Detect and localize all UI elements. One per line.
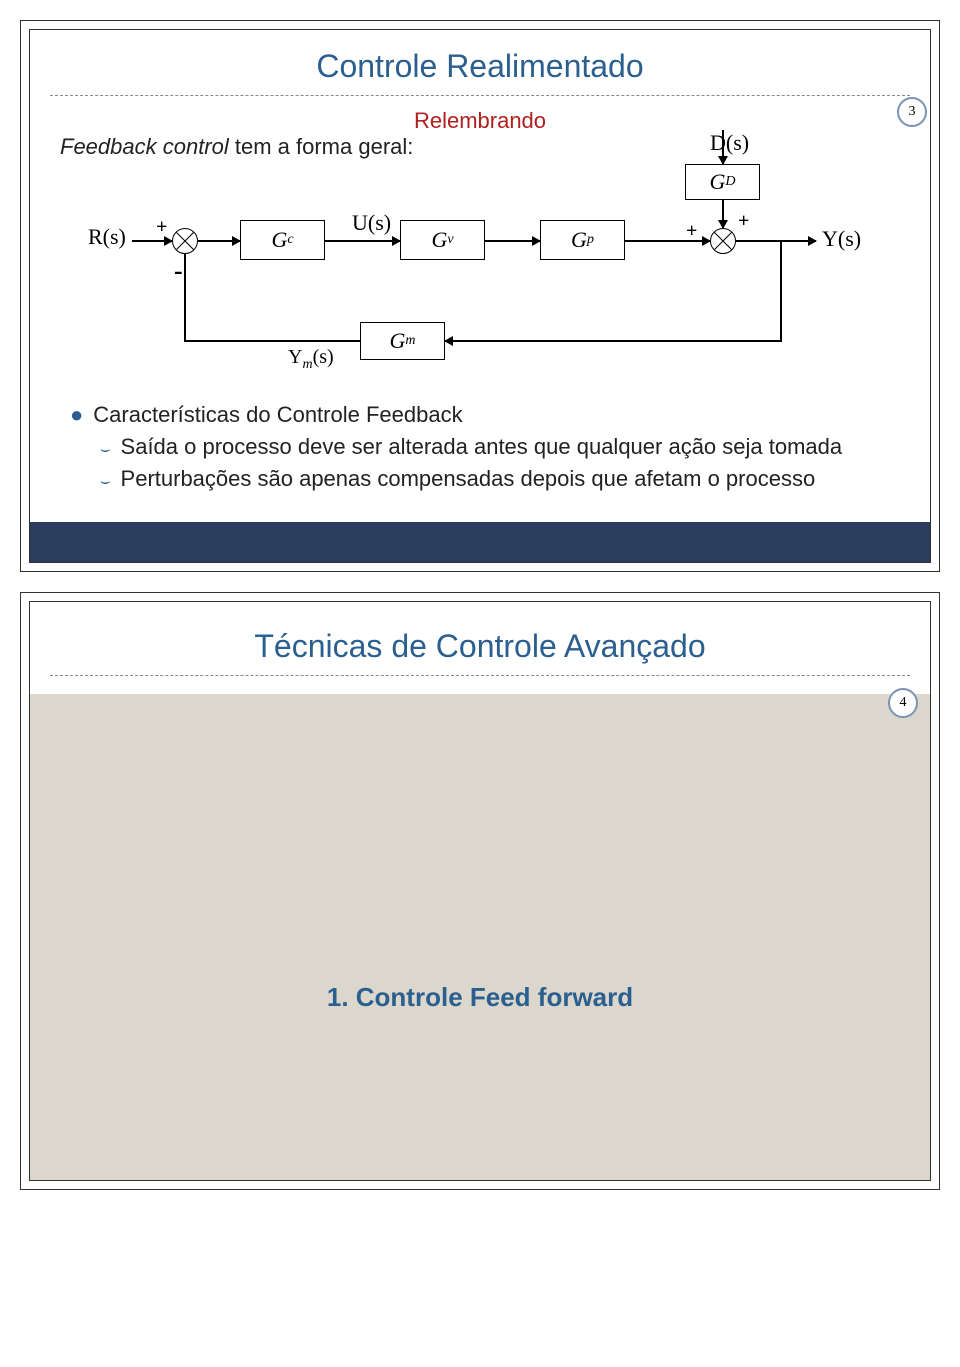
slide-2: Técnicas de Controle Avançado 4 1. Contr… — [20, 592, 940, 1190]
page-number-2: 4 — [900, 695, 907, 711]
bullet-dot-icon: ● — [70, 404, 83, 426]
label-Y: Y(s) — [822, 226, 861, 252]
divider — [50, 95, 910, 96]
page-number: 3 — [909, 104, 916, 120]
slide-2-title: Técnicas de Controle Avançado — [30, 602, 930, 675]
arrow-d-to-gd — [722, 130, 724, 164]
slide-2-title-wrap: Técnicas de Controle Avançado — [30, 602, 930, 694]
Gm-sub: m — [405, 333, 415, 349]
block-Gm: Gm — [360, 322, 445, 360]
page-number-badge: 3 — [897, 97, 927, 127]
sign-plus-sum2-left: + — [686, 220, 697, 243]
Gp-G: G — [571, 227, 587, 253]
divider-2 — [50, 675, 910, 676]
GD-G: G — [709, 169, 725, 195]
Gc-G: G — [271, 227, 287, 253]
bullet-list: ● Características do Controle Feedback ⌣… — [30, 390, 930, 510]
Gc-sub: c — [287, 232, 293, 248]
Gv-sub: v — [447, 232, 453, 248]
Gm-G: G — [389, 328, 405, 354]
sign-plus-sum2-top: + — [738, 210, 749, 233]
intro-rest: tem a forma geral: — [229, 134, 414, 159]
block-GD: GD — [685, 164, 760, 200]
arrow-sum2-to-y — [736, 240, 816, 242]
arrow-gc-to-gv — [325, 240, 400, 242]
sign-plus-sum1: + — [156, 216, 167, 239]
Ym-sub: m — [302, 357, 312, 372]
arrow-gd-to-sum2 — [722, 200, 724, 228]
feedback-arrowhead-holder — [184, 254, 186, 255]
bullet-2b: ⌣ Perturbações são apenas compensadas de… — [100, 466, 890, 492]
slide-1: Controle Realimentado 3 Relembrando Feed… — [20, 20, 940, 572]
sign-minus-sum1: - — [174, 256, 183, 286]
feedback-down — [780, 240, 782, 342]
GD-sub: D — [725, 174, 735, 190]
block-Gp: Gp — [540, 220, 625, 260]
feedback-gm-left — [184, 340, 360, 342]
block-Gv: Gv — [400, 220, 485, 260]
block-Gc: Gc — [240, 220, 325, 260]
Gp-sub: p — [587, 232, 594, 248]
slide-2-inner: Técnicas de Controle Avançado 4 1. Contr… — [29, 601, 931, 1181]
Gv-G: G — [431, 227, 447, 253]
slide-title: Controle Realimentado — [30, 30, 930, 95]
Ym-tail: (s) — [313, 346, 334, 368]
bullet-2a: ⌣ Saída o processo deve ser alterada ant… — [100, 434, 890, 460]
Ym-Y: Y — [288, 346, 302, 368]
label-Ym: Ym(s) — [288, 346, 334, 373]
page-number-badge-2: 4 — [888, 688, 918, 718]
bullet-2a-text: Saída o processo deve ser alterada antes… — [121, 434, 843, 460]
bullet-tick-icon: ⌣ — [100, 441, 111, 459]
bullet-1: ● Características do Controle Feedback — [70, 402, 890, 428]
block-diagram: D(s) GD R(s) + - Gc U(s) — [70, 170, 890, 390]
bullet-1-text: Características do Controle Feedback — [93, 402, 462, 428]
label-D: D(s) — [710, 130, 749, 156]
sum-junction-2 — [710, 228, 736, 254]
bullet-tick-icon: ⌣ — [100, 473, 111, 491]
subtitle: Relembrando — [30, 108, 930, 134]
intro-line: Feedback control tem a forma geral: — [30, 134, 930, 160]
slide-1-inner: Controle Realimentado 3 Relembrando Feed… — [29, 29, 931, 563]
slide-2-caption: 1. Controle Feed forward — [30, 982, 930, 1013]
footer-bar — [30, 522, 930, 562]
arrow-sum1-to-gc — [198, 240, 240, 242]
bullet-2b-text: Perturbações são apenas compensadas depo… — [121, 466, 816, 492]
intro-italic: Feedback control — [60, 134, 229, 159]
label-R: R(s) — [88, 224, 126, 250]
label-U: U(s) — [352, 210, 391, 236]
arrow-r-to-sum1 — [132, 240, 172, 242]
sum-junction-1 — [172, 228, 198, 254]
feedback-up-to-sum1 — [184, 254, 186, 341]
feedback-h-to-gm — [445, 340, 781, 342]
arrow-gv-to-gp — [485, 240, 540, 242]
